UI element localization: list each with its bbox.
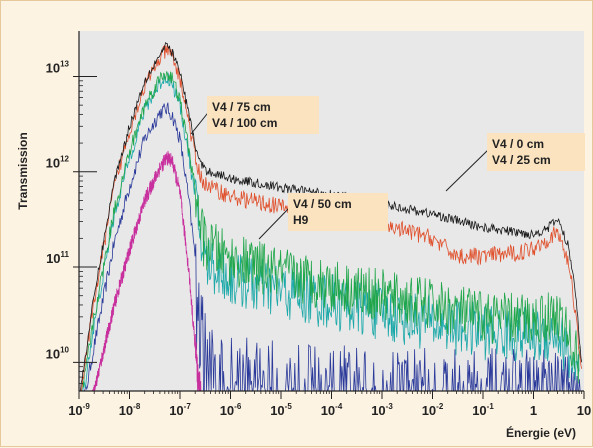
- legend-entry: V4 / 0 cm: [492, 137, 544, 151]
- legend-entry: V4 / 75 cm: [212, 100, 271, 114]
- x-tick-label: 10-4: [321, 402, 343, 418]
- y-tick-label: 1010: [46, 345, 70, 361]
- x-tick-label: 10-5: [270, 402, 292, 418]
- y-axis-title: Transmission: [16, 132, 30, 209]
- x-tick-label: 1: [530, 403, 537, 418]
- x-tick-label: 10-1: [472, 402, 494, 418]
- x-tick-label: 10-8: [119, 402, 141, 418]
- legend-callout-0: V4 / 75 cm V4 / 100 cm: [191, 96, 319, 134]
- legend-entry: V4 / 25 cm: [492, 153, 551, 167]
- legend-entry: H9: [293, 213, 309, 227]
- y-tick-label: 1013: [46, 59, 70, 75]
- x-tick-label: 10-3: [371, 402, 393, 418]
- x-tick-label: 10-9: [68, 402, 90, 418]
- y-tick-label: 1012: [46, 155, 70, 171]
- y-tick-label: 1011: [46, 250, 69, 266]
- x-tick-label: 10-2: [422, 402, 444, 418]
- legend-entry: V4 / 100 cm: [212, 116, 277, 130]
- x-tick-label: 10: [577, 403, 591, 418]
- x-axis-title: Énergie (eV): [506, 425, 576, 440]
- legend-entry: V4 / 50 cm: [293, 197, 352, 211]
- x-tick-label: 10-7: [169, 402, 191, 418]
- x-tick-label: 10-6: [220, 402, 242, 418]
